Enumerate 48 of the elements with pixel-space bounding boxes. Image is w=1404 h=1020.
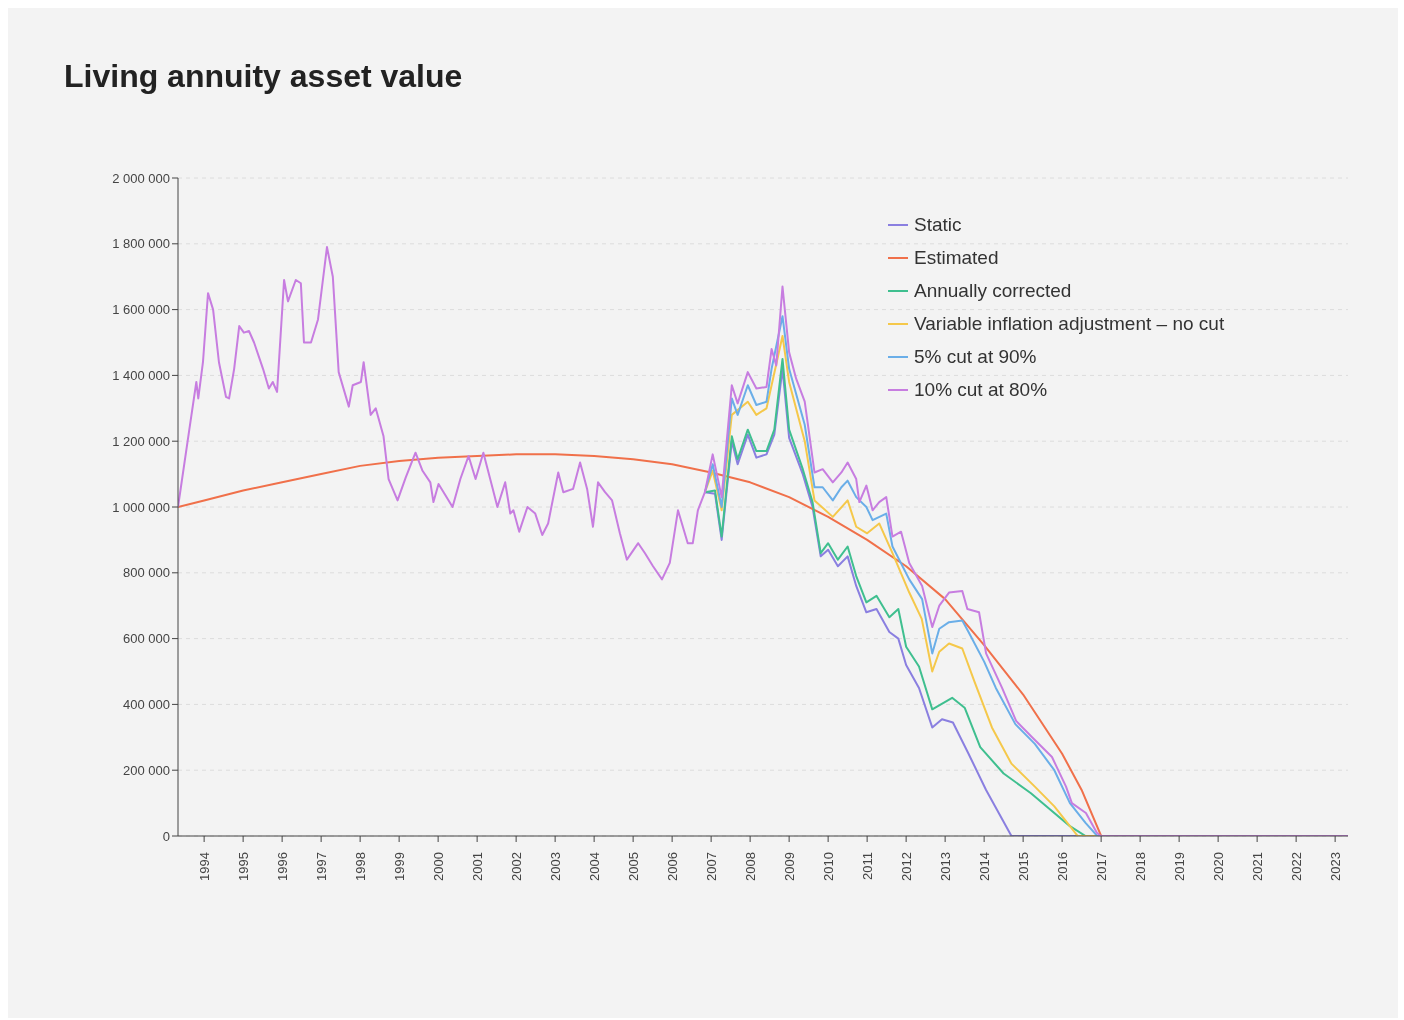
x-tick-label: 1997	[313, 852, 329, 881]
x-tick-label: 1998	[352, 852, 368, 881]
x-tick-label: 1994	[196, 852, 212, 881]
x-tick-label: 2021	[1249, 852, 1265, 881]
x-tick-label: 2009	[781, 852, 797, 881]
x-tick-label: 2017	[1093, 852, 1109, 881]
x-tick-label: 2007	[703, 852, 719, 881]
x-tick-label: 2008	[742, 852, 758, 881]
x-tick-label: 2020	[1210, 852, 1226, 881]
y-tick-label: 2 000 000	[112, 170, 170, 186]
x-tick-label: 2018	[1132, 852, 1148, 881]
x-tick-label: 2000	[430, 852, 446, 881]
x-tick-label: 2013	[937, 852, 953, 881]
x-tick-label: 1996	[274, 852, 290, 881]
y-tick-label: 800 000	[123, 565, 170, 581]
legend-label: Estimated	[914, 246, 999, 270]
x-tick-label: 2016	[1054, 852, 1070, 881]
y-tick-label: 0	[162, 828, 170, 844]
y-tick-label: 1 200 000	[112, 433, 170, 449]
legend-label: 10% cut at 80%	[914, 378, 1048, 402]
legend-label: Static	[914, 213, 962, 237]
legend-label: Variable inflation adjustment – no cut	[914, 312, 1225, 336]
x-tick-label: 2004	[586, 852, 602, 881]
legend-label: 5% cut at 90%	[914, 345, 1037, 369]
x-tick-label: 2019	[1171, 852, 1187, 881]
y-tick-label: 600 000	[123, 631, 170, 647]
y-tick-label: 200 000	[123, 762, 170, 778]
x-tick-label: 1995	[235, 852, 251, 881]
x-tick-label: 2010	[820, 852, 836, 881]
x-tick-label: 2014	[976, 852, 992, 881]
x-tick-label: 2006	[664, 852, 680, 881]
x-tick-label: 2001	[469, 852, 485, 881]
x-tick-label: 2011	[859, 852, 875, 880]
x-tick-label: 1999	[391, 852, 407, 881]
x-tick-label: 2023	[1327, 852, 1343, 881]
x-tick-label: 2003	[547, 852, 563, 881]
legend-label: Annually corrected	[914, 279, 1072, 303]
y-tick-label: 1 600 000	[112, 302, 170, 318]
y-tick-label: 1 800 000	[112, 236, 170, 252]
y-tick-label: 1 000 000	[112, 499, 170, 515]
x-tick-label: 2012	[898, 852, 914, 881]
y-tick-label: 400 000	[123, 697, 170, 713]
y-tick-label: 1 400 000	[112, 368, 170, 384]
x-tick-label: 2015	[1015, 852, 1031, 881]
x-tick-label: 2022	[1288, 852, 1304, 881]
x-tick-label: 2002	[508, 852, 524, 881]
chart-title: Living annuity asset value	[64, 58, 463, 95]
x-tick-label: 2005	[625, 852, 641, 881]
